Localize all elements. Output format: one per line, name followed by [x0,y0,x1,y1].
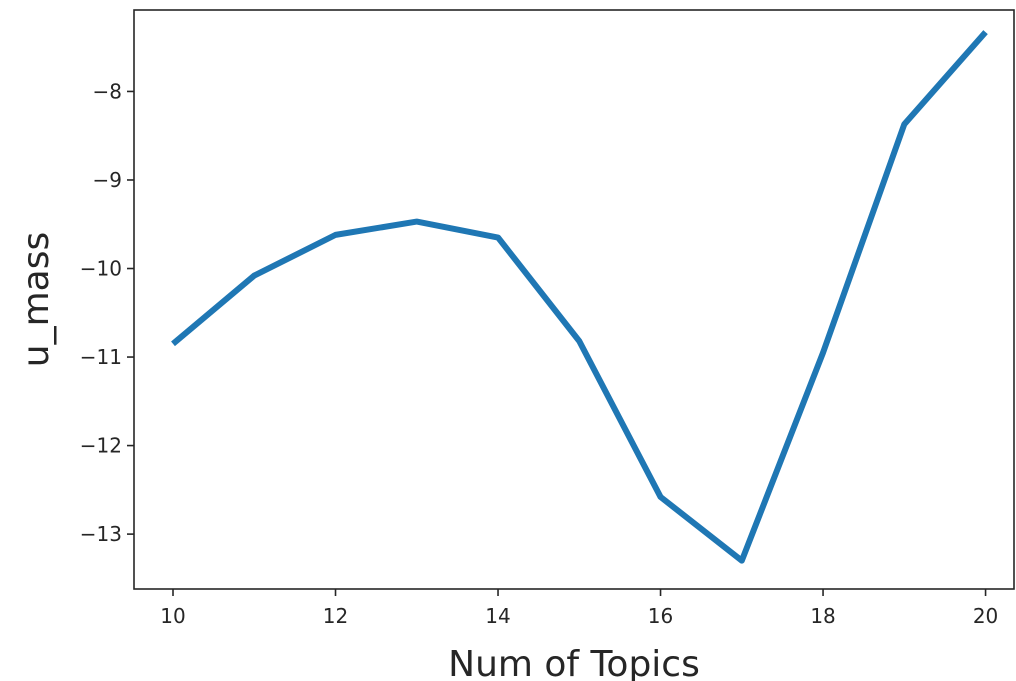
y-tick-label: −8 [93,79,122,103]
series-line-0 [171,30,988,564]
y-tick-label: −12 [80,434,122,458]
y-tick-label: −10 [80,257,122,281]
plot-area [171,30,988,564]
x-tick-label: 18 [810,604,835,628]
x-tick-label: 16 [648,604,673,628]
plot-frame [133,9,1015,590]
y-tick-label: −9 [93,168,122,192]
x-axis-ticks: 10 12 14 16 18 20 [160,589,998,628]
x-tick-label: 14 [485,604,510,628]
y-tick-label: −11 [80,345,122,369]
y-axis-label: u_mass [16,232,57,367]
y-axis-ticks: −13 −12 −11 −10 −9 −8 [80,79,134,546]
x-tick-label: 20 [973,604,998,628]
y-tick-label: −13 [80,522,122,546]
x-tick-label: 10 [160,604,185,628]
x-axis-label: Num of Topics [448,644,700,681]
x-tick-label: 12 [323,604,348,628]
